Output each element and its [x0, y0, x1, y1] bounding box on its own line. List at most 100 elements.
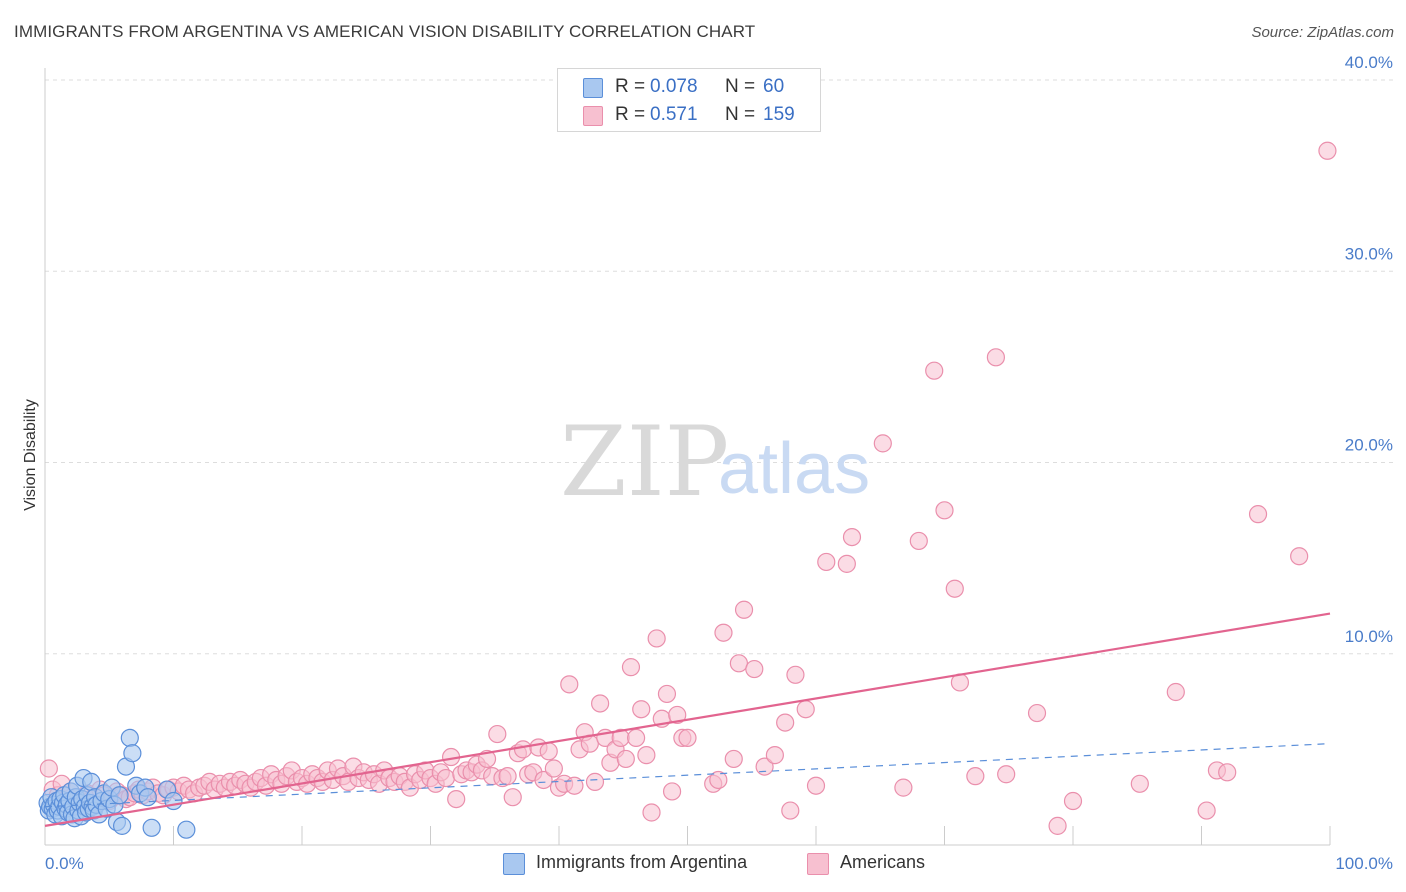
legend-n-value: 60 [763, 76, 785, 97]
stats-legend: R = 0.078 N = 60 R = 0.571 N = 159 [557, 68, 821, 132]
bottom-label-americans: Americans [840, 852, 926, 872]
point-americans [724, 749, 743, 769]
point-americans [1048, 816, 1067, 835]
point-americans [894, 778, 913, 797]
legend-swatch-americans [583, 106, 603, 126]
legend-row-argentina: R = 0.078 N = 60 [558, 73, 820, 101]
point-americans [734, 600, 754, 619]
legend-r-value: 0.078 [650, 76, 698, 97]
point-americans [560, 675, 579, 694]
argentina-points [38, 728, 196, 839]
point-americans [925, 361, 944, 380]
grid [45, 79, 1395, 655]
legend-r-label: R = [615, 104, 646, 125]
point-americans [1290, 547, 1309, 566]
legend-r-value: 0.571 [650, 104, 698, 125]
source-label: Source: ZipAtlas.com [1251, 24, 1394, 41]
point-americans [616, 749, 635, 769]
point-americans [591, 694, 610, 713]
watermark-zip: ZIP [560, 406, 729, 518]
point-americans [786, 665, 805, 684]
point-americans [488, 724, 507, 744]
point-americans [513, 740, 533, 759]
axes [44, 68, 1331, 846]
legend-row-americans: R = 0.571 N = 159 [558, 101, 820, 129]
point-americans [842, 527, 862, 547]
point-americans [668, 705, 687, 725]
point-americans [765, 746, 784, 765]
point-americans [1130, 774, 1149, 793]
point-americans [647, 629, 666, 648]
point-americans [781, 801, 800, 820]
point-americans [709, 770, 728, 790]
legend-n-label: N = [725, 76, 756, 97]
legend-n-value: 159 [763, 104, 795, 125]
point-americans [503, 788, 522, 807]
trend-line-argentina [44, 743, 1331, 808]
trend-lines [44, 612, 1331, 827]
y-axis-label: Vision Disability [22, 399, 39, 511]
point-americans [1197, 801, 1216, 820]
chart-title: IMMIGRANTS FROM ARGENTINA VS AMERICAN VI… [14, 22, 756, 41]
point-americans [776, 713, 795, 732]
point-americans [544, 759, 563, 778]
point-americans [642, 803, 661, 822]
point-americans [534, 770, 553, 790]
point-argentina [110, 786, 129, 805]
point-americans [945, 579, 964, 598]
point-americans [621, 658, 641, 677]
point-americans [1166, 682, 1185, 702]
point-americans [632, 700, 651, 719]
point-americans [986, 348, 1006, 367]
point-americans [498, 767, 517, 786]
point-americans [997, 765, 1016, 784]
point-americans [657, 684, 677, 704]
legend-n-label: N = [725, 104, 756, 125]
tick-labels: 10.0% 20.0% 30.0% 40.0% 0.0% 100.0% [45, 53, 1393, 873]
point-argentina [138, 788, 157, 807]
bottom-swatch-argentina [503, 853, 525, 875]
point-americans [678, 728, 697, 748]
point-americans [837, 554, 856, 573]
point-americans [436, 768, 456, 788]
point-americans [447, 789, 466, 809]
y-tick-label: 20.0% [1345, 436, 1393, 455]
americans-points [39, 141, 1337, 835]
x-tick-label: 0.0% [45, 854, 84, 873]
y-tick-label: 10.0% [1345, 627, 1393, 646]
point-americans [755, 757, 774, 776]
bottom-swatch-americans [807, 853, 829, 875]
point-americans [729, 654, 749, 673]
point-americans [796, 700, 815, 719]
point-americans [966, 767, 985, 786]
point-argentina [177, 820, 196, 839]
y-tick-label: 40.0% [1345, 53, 1393, 72]
point-americans [477, 749, 497, 769]
point-argentina [123, 744, 142, 763]
point-americans [909, 531, 928, 551]
legend-swatch-argentina [583, 78, 603, 98]
point-argentina [142, 818, 161, 837]
point-americans [1027, 703, 1047, 723]
y-tick-label: 30.0% [1345, 244, 1393, 263]
point-americans [662, 782, 682, 801]
point-americans [817, 552, 836, 572]
watermark-atlas: atlas [718, 429, 870, 509]
point-americans [585, 772, 605, 791]
point-americans [626, 728, 646, 748]
trend-line-americans [44, 612, 1331, 827]
point-americans [714, 623, 733, 642]
point-americans [565, 776, 584, 795]
legend-r-label: R = [615, 76, 646, 97]
point-argentina [120, 728, 139, 748]
point-americans [1218, 763, 1237, 782]
point-americans [873, 434, 892, 453]
point-americans [1318, 141, 1337, 160]
point-americans [539, 742, 558, 761]
point-americans [745, 659, 764, 679]
point-americans [806, 776, 826, 795]
point-americans [935, 501, 954, 520]
point-americans [1063, 791, 1083, 811]
point-americans [1248, 505, 1268, 524]
